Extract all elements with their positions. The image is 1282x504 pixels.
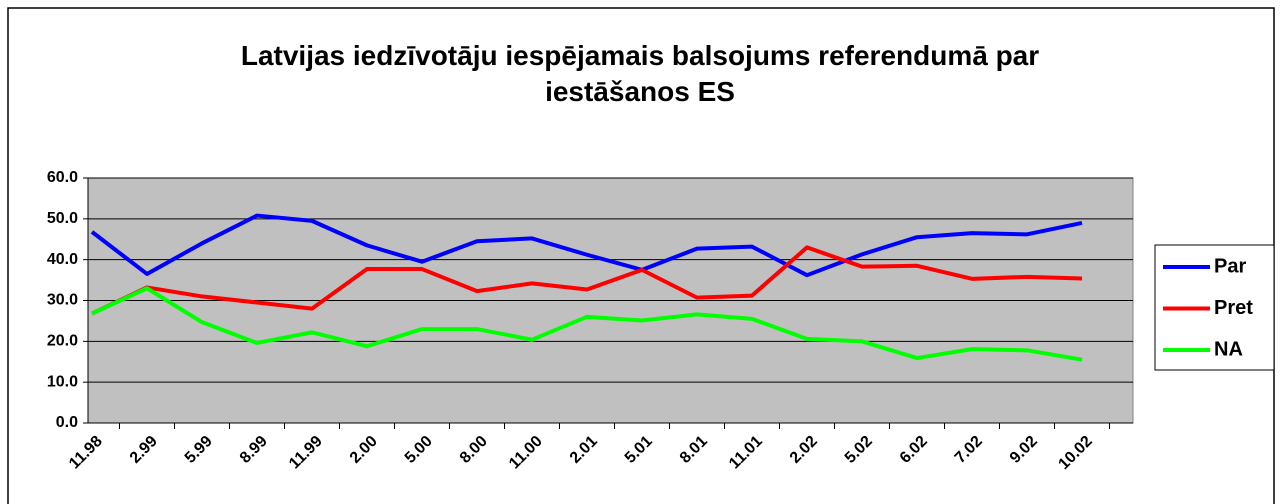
series-line [91, 286, 1083, 362]
y-tick-label: 50.0 [47, 210, 78, 227]
legend-label: Pret [1214, 297, 1253, 319]
y-tick-label: 20.0 [47, 333, 78, 350]
y-tick-label: 40.0 [47, 251, 78, 268]
y-tick-label: 10.0 [47, 373, 78, 390]
series-line [91, 245, 1083, 316]
series-line [90, 213, 1083, 278]
chart-title: Latvijas iedzīvotāju iespējamais balsoju… [240, 40, 1040, 107]
y-tick-label: 60.0 [47, 169, 78, 186]
y-tick-label: 0.0 [56, 414, 78, 431]
legend-label: NA [1214, 338, 1243, 360]
legend-label: Par [1214, 255, 1246, 277]
y-tick-label: 30.0 [47, 292, 78, 309]
